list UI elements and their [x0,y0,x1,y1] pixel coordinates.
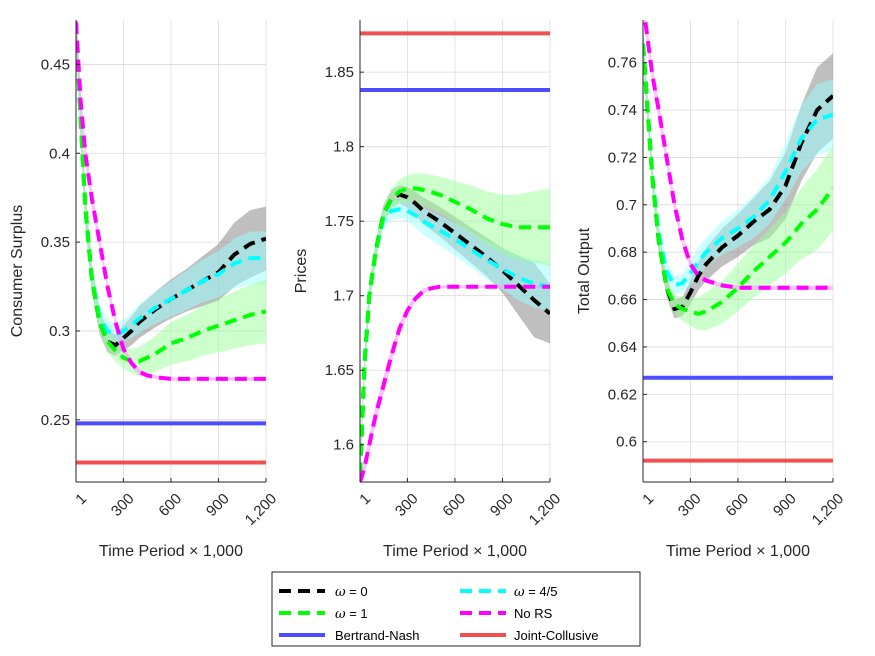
legend-label-joint-collusive: Joint-Collusive [514,628,599,643]
y-tick-label: 0.72 [608,149,637,166]
y-tick-label: 1.65 [325,362,354,379]
y-tick-label: 0.74 [608,102,637,119]
series-line-omega-1 [360,186,550,475]
series-line-omega-0 [643,43,833,311]
band-omega-1 [76,20,266,376]
legend-label-omega-4-5: ω = 4/5 [514,584,558,600]
legend-entry-omega-1: ω = 1 [279,606,368,622]
y-tick-label: 0.62 [608,386,637,403]
y-axis-label: Total Output [576,227,593,314]
legend: ω = 0 ω = 4/5 ω = 1 No RS Bertrand-Nash … [271,571,641,647]
x-axis-label: Time Period × 1,000 [99,543,243,560]
y-tick-label: 0.25 [41,412,70,429]
y-tick-label: 0.66 [608,292,637,309]
plot-area [360,31,550,482]
y-tick-label: 0.35 [41,234,70,251]
y-tick-label: 0.6 [616,434,637,451]
legend-label-no-rs: No RS [514,606,553,621]
panel-3: 0.60.620.640.660.680.70.720.740.761 300 60… [576,20,847,560]
legend-label-omega-1: ω = 1 [335,606,368,622]
plot-area [643,20,833,463]
legend-entry-omega-0: ω = 0 [279,584,368,600]
legend-entry-bertrand-nash: Bertrand-Nash [279,628,420,643]
y-tick-label: 0.45 [41,56,70,73]
band-omega-4-5 [76,20,266,346]
legend-label-omega-0: ω = 0 [335,584,368,600]
y-axis-label: Prices [293,249,310,293]
series-line-no-rs [76,21,266,381]
series-line-omega-4-5 [76,21,266,337]
series-line-omega-0 [76,21,266,348]
series-line-no-rs [360,284,550,482]
series-line-omega-1 [643,43,833,316]
y-tick-label: 0.76 [608,55,637,72]
y-tick-label: 1.8 [333,139,354,156]
y-axis-label: Consumer Surplus [9,205,26,338]
band-omega-4-5 [360,200,550,482]
series-line-no-rs [643,20,833,290]
y-tick-label: 1.85 [325,64,354,81]
legend-entry-no-rs: No RS [460,606,553,621]
x-axis-label: Time Period × 1,000 [383,543,527,560]
y-tick-label: 0.3 [49,323,70,340]
x-axis-label: Time Period × 1,000 [666,543,810,560]
panel-2: 1.61.651.71.751.81.851 300 600 900 1,200Time… [293,20,564,560]
legend-entry-joint-collusive: Joint-Collusive [460,628,599,643]
plot-area [76,20,266,465]
y-tick-label: 0.68 [608,244,637,261]
legend-box [271,571,641,647]
y-tick-label: 0.64 [608,339,637,356]
y-tick-label: 1.7 [333,288,354,305]
legend-entry-omega-4-5: ω = 4/5 [460,584,558,600]
band-omega-1 [643,29,833,331]
legend-label-bertrand-nash: Bertrand-Nash [335,628,420,643]
band-omega-1 [360,173,550,482]
y-tick-label: 1.6 [333,437,354,454]
y-tick-label: 1.75 [325,213,354,230]
y-tick-label: 0.7 [616,197,637,214]
y-tick-label: 0.4 [49,145,70,162]
